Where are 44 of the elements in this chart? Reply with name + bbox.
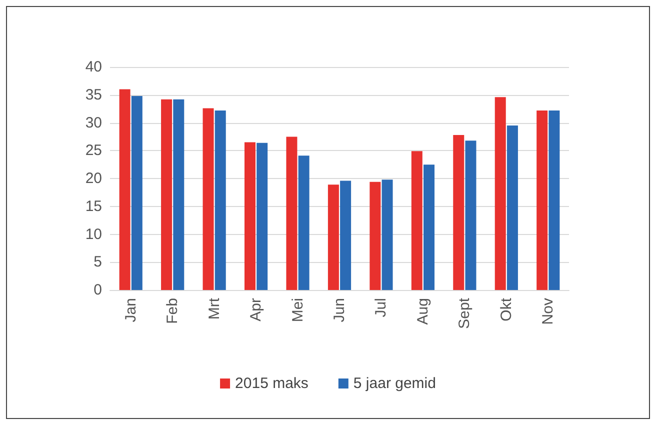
legend-label: 5 jaar gemid bbox=[353, 375, 436, 392]
bar bbox=[382, 180, 393, 290]
y-tick-label: 5 bbox=[94, 254, 102, 271]
y-tick-label: 15 bbox=[85, 198, 102, 215]
y-tick-label: 20 bbox=[85, 170, 102, 187]
x-tick-label: Jul bbox=[372, 298, 390, 318]
bar bbox=[411, 151, 422, 290]
bar bbox=[119, 89, 130, 290]
x-tick-label: Nov bbox=[540, 298, 557, 325]
bar bbox=[370, 182, 381, 290]
bar bbox=[298, 156, 310, 290]
bar bbox=[286, 136, 298, 290]
y-tick-label: 10 bbox=[85, 226, 102, 243]
x-tick-label: Mrt bbox=[206, 297, 223, 320]
x-tick-label: Mei bbox=[289, 298, 306, 322]
bar bbox=[202, 108, 214, 290]
y-tick-label: 35 bbox=[85, 86, 102, 104]
bar bbox=[424, 164, 435, 290]
bar bbox=[131, 96, 142, 290]
x-tick-label: Sept bbox=[456, 297, 474, 329]
legend-label: 2015 maks bbox=[235, 375, 308, 392]
y-tick-label: 25 bbox=[85, 142, 102, 160]
bar bbox=[161, 99, 172, 290]
x-tick-label: Feb bbox=[164, 298, 182, 324]
y-tick-label: 40 bbox=[85, 58, 102, 76]
y-tick-label: 30 bbox=[85, 114, 102, 132]
x-tick-label: Okt bbox=[498, 297, 515, 322]
bar bbox=[256, 142, 268, 290]
x-tick-label: Apr bbox=[248, 298, 265, 322]
bar bbox=[244, 142, 256, 290]
bar bbox=[548, 110, 560, 290]
bar bbox=[340, 180, 352, 290]
bar bbox=[494, 97, 506, 290]
y-tick-label: 0 bbox=[94, 282, 102, 298]
bar bbox=[328, 184, 339, 290]
x-tick-label: Jun bbox=[331, 298, 348, 322]
bar bbox=[453, 135, 464, 290]
bar bbox=[536, 110, 548, 290]
bar bbox=[173, 99, 184, 290]
x-tick-label: Aug bbox=[414, 298, 432, 325]
bar bbox=[506, 126, 518, 290]
x-tick-label: Jan bbox=[122, 298, 140, 322]
bar bbox=[214, 110, 226, 290]
bar bbox=[465, 140, 476, 290]
